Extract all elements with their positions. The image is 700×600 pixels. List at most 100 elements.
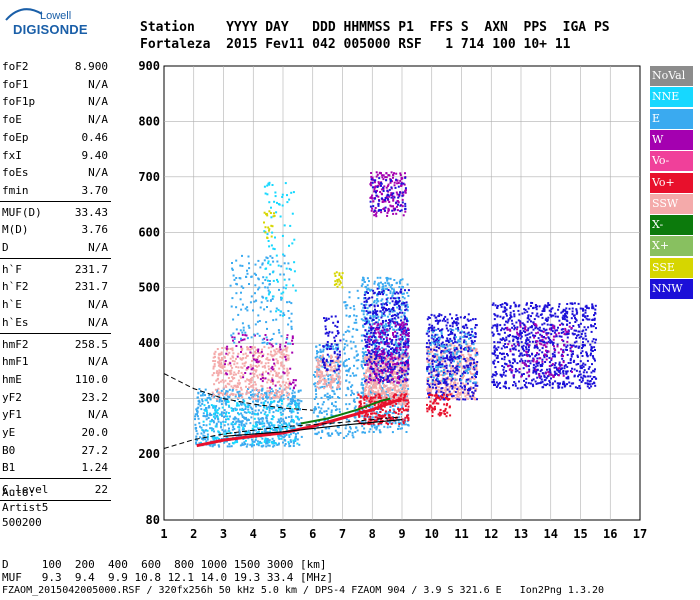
echo-point xyxy=(378,429,381,432)
echo-point xyxy=(314,388,317,391)
echo-point xyxy=(292,191,295,194)
echo-point xyxy=(249,372,252,375)
echo-point xyxy=(314,432,317,435)
echo-point xyxy=(328,394,331,397)
echo-point xyxy=(333,352,336,355)
echo-point xyxy=(398,338,401,341)
echo-point xyxy=(362,277,365,279)
echo-point xyxy=(405,403,408,406)
echo-point xyxy=(256,431,259,434)
echo-point xyxy=(437,389,440,391)
echo-point xyxy=(214,411,217,414)
echo-point xyxy=(399,422,402,425)
echo-point xyxy=(368,320,371,323)
echo-point xyxy=(373,370,376,373)
echo-point xyxy=(402,325,405,328)
echo-point xyxy=(290,418,293,421)
echo-point xyxy=(288,384,290,387)
echo-point xyxy=(365,303,368,306)
echo-point xyxy=(203,431,206,434)
echo-point xyxy=(204,438,207,441)
echo-point xyxy=(460,377,463,380)
echo-point xyxy=(356,410,359,413)
echo-point xyxy=(370,362,373,365)
echo-point xyxy=(394,343,397,345)
echo-point xyxy=(349,367,351,370)
echo-point xyxy=(407,332,410,335)
echo-point xyxy=(398,304,400,307)
echo-point xyxy=(374,350,377,353)
echo-point xyxy=(367,416,370,418)
echo-point xyxy=(238,383,241,386)
echo-point xyxy=(372,334,375,337)
echo-point xyxy=(383,359,386,362)
echo-point xyxy=(395,384,398,387)
echo-point xyxy=(386,185,389,188)
echo-point xyxy=(449,356,452,359)
echo-point xyxy=(469,366,472,369)
echo-point xyxy=(226,382,229,385)
echo-point xyxy=(396,394,399,397)
echo-point xyxy=(345,307,348,310)
echo-point xyxy=(255,405,257,408)
echo-point xyxy=(228,427,230,430)
echo-point xyxy=(395,389,398,392)
echo-point xyxy=(279,345,282,348)
echo-point xyxy=(362,431,365,434)
echo-point xyxy=(400,354,403,357)
echo-point xyxy=(252,354,255,357)
echo-point xyxy=(337,278,340,281)
echo-point xyxy=(318,387,321,390)
echo-point xyxy=(361,351,364,354)
echo-point xyxy=(390,391,393,394)
echo-point xyxy=(397,342,400,345)
echo-point xyxy=(386,419,389,422)
echo-point xyxy=(281,193,284,196)
echo-point xyxy=(388,313,391,316)
echo-point xyxy=(428,388,431,391)
echo-point xyxy=(360,339,363,342)
echo-point xyxy=(431,356,434,359)
echo-point xyxy=(242,427,245,430)
echo-point xyxy=(266,299,269,302)
echo-point xyxy=(243,362,246,365)
echo-point xyxy=(254,292,256,295)
echo-point xyxy=(240,337,242,340)
echo-point xyxy=(282,353,285,356)
echo-point xyxy=(399,396,402,399)
echo-point xyxy=(289,400,292,403)
echo-point xyxy=(369,428,372,431)
echo-point xyxy=(256,443,258,446)
echo-point xyxy=(369,376,372,379)
echo-point xyxy=(387,388,390,391)
echo-point xyxy=(326,348,329,351)
echo-point xyxy=(436,338,439,340)
echo-point xyxy=(209,398,212,401)
echo-point xyxy=(357,297,360,300)
echo-point xyxy=(377,396,380,399)
echo-point xyxy=(236,355,239,358)
echo-point xyxy=(278,351,281,354)
echo-point xyxy=(382,331,384,334)
echo-point xyxy=(197,403,200,406)
echo-point xyxy=(405,354,408,357)
echo-point xyxy=(316,386,319,389)
echo-point xyxy=(220,423,223,426)
echo-point xyxy=(286,201,289,204)
echo-point xyxy=(198,399,201,402)
echo-point xyxy=(269,212,272,214)
echo-point xyxy=(263,230,266,233)
echo-point xyxy=(362,347,365,350)
echo-point xyxy=(337,356,340,359)
echo-point xyxy=(298,399,301,402)
echo-point xyxy=(378,335,381,338)
echo-point xyxy=(263,337,266,340)
echo-point xyxy=(219,353,222,356)
echo-point xyxy=(252,309,254,312)
echo-point xyxy=(270,216,273,219)
echo-point xyxy=(379,358,382,361)
echo-point xyxy=(286,334,289,337)
echo-point xyxy=(394,208,397,211)
echo-point xyxy=(388,302,391,305)
